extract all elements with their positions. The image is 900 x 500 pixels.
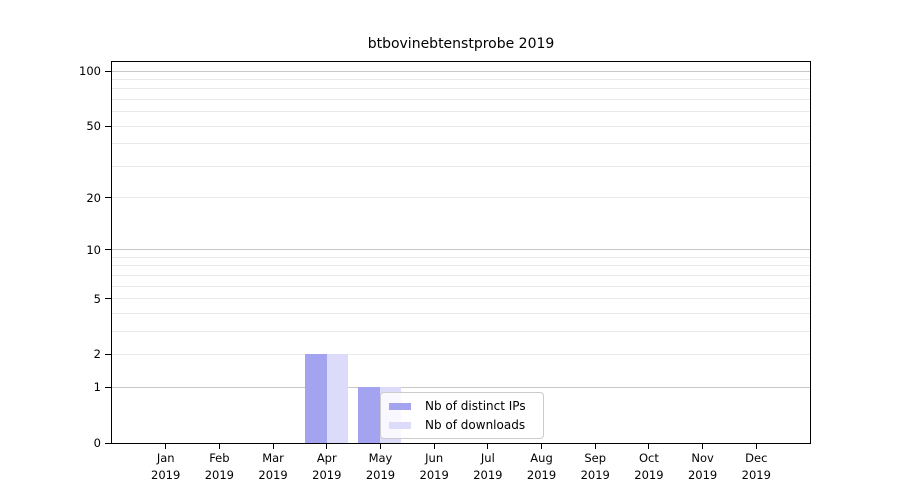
gridline-minor xyxy=(112,298,810,300)
gridline-minor xyxy=(112,197,810,199)
x-tick-year: 2019 xyxy=(204,467,235,482)
x-tick-year: 2019 xyxy=(419,467,449,482)
x-tick-year: 2019 xyxy=(258,467,288,482)
gridline-minor xyxy=(112,125,810,127)
legend-swatch-distinct-ips-icon xyxy=(389,402,411,410)
x-tick-mark xyxy=(218,444,220,449)
gridline-minor xyxy=(112,111,810,113)
x-tick-month: Mar xyxy=(262,451,284,465)
x-tick-label: Dec 2019 xyxy=(726,450,786,483)
x-tick-mark xyxy=(594,444,596,449)
legend-item-downloads: Nb of downloads xyxy=(389,417,535,433)
plot-area: Nb of distinct IPs Nb of downloads xyxy=(111,61,811,444)
x-tick-mark xyxy=(702,444,704,449)
x-tick-label: Feb 2019 xyxy=(189,450,249,483)
legend-label-downloads: Nb of downloads xyxy=(425,418,526,432)
legend: Nb of distinct IPs Nb of downloads xyxy=(380,392,544,439)
x-tick-month: Jun xyxy=(425,451,444,465)
y-tick-mark xyxy=(105,125,111,127)
legend-item-distinct-ips: Nb of distinct IPs xyxy=(389,398,535,414)
gridline-minor xyxy=(112,274,810,276)
x-tick-month: Aug xyxy=(530,451,553,465)
y-tick-label: 20 xyxy=(86,190,101,205)
x-tick-month: May xyxy=(368,451,393,465)
x-tick-label: Jun 2019 xyxy=(404,450,464,483)
x-tick-month: Sep xyxy=(584,451,607,465)
bar-distinct-ips-may xyxy=(358,387,381,443)
gridline-major xyxy=(112,70,810,72)
y-tick-label: 2 xyxy=(93,347,101,362)
y-tick-label: 5 xyxy=(93,291,101,306)
x-tick-mark xyxy=(755,444,757,449)
x-tick-mark xyxy=(326,444,328,449)
gridline-minor xyxy=(112,312,810,314)
x-tick-label: Nov 2019 xyxy=(673,450,733,483)
x-tick-year: 2019 xyxy=(365,467,396,482)
x-tick-label: May 2019 xyxy=(350,450,410,483)
x-tick-month: Apr xyxy=(316,451,337,465)
x-tick-mark xyxy=(433,444,435,449)
x-tick-label: Aug 2019 xyxy=(512,450,572,483)
x-tick-month: Jan xyxy=(156,451,175,465)
gridline-minor xyxy=(112,353,810,355)
x-tick-label: Jan 2019 xyxy=(136,450,196,483)
legend-swatch-downloads-icon xyxy=(389,421,411,429)
gridline-minor xyxy=(112,165,810,167)
x-tick-mark xyxy=(487,444,489,449)
y-tick-label: 0 xyxy=(93,436,101,450)
x-tick-year: 2019 xyxy=(526,467,557,482)
x-tick-year: 2019 xyxy=(312,467,342,482)
y-tick-mark xyxy=(105,386,111,388)
bar-downloads-apr xyxy=(326,354,348,443)
y-tick-label: 10 xyxy=(86,242,101,257)
y-tick-mark xyxy=(105,249,111,251)
x-tick-mark xyxy=(379,444,381,449)
x-tick-label: Jul 2019 xyxy=(458,450,518,483)
legend-label-distinct-ips: Nb of distinct IPs xyxy=(425,399,526,413)
gridline-minor xyxy=(112,143,810,145)
y-tick-mark xyxy=(105,70,111,72)
gridline-minor xyxy=(112,265,810,267)
x-tick-label: Oct 2019 xyxy=(619,450,679,483)
x-tick-mark xyxy=(272,444,274,449)
y-tick-mark xyxy=(105,298,111,300)
gridline-minor xyxy=(112,98,810,100)
y-tick-label: 50 xyxy=(86,119,101,134)
y-tick-mark xyxy=(105,353,111,355)
x-tick-month: Oct xyxy=(638,451,659,465)
x-tick-label: Sep 2019 xyxy=(565,450,625,483)
gridline-major xyxy=(112,386,810,388)
bar-distinct-ips-apr xyxy=(304,354,327,443)
y-tick-label: 1 xyxy=(93,380,101,395)
x-tick-year: 2019 xyxy=(687,467,718,482)
gridline-minor xyxy=(112,256,810,258)
y-tick-mark xyxy=(105,197,111,199)
x-tick-mark xyxy=(648,444,650,449)
chart-title: btbovinebtenstprobe 2019 xyxy=(367,36,555,52)
x-tick-label: Apr 2019 xyxy=(297,450,357,483)
x-tick-year: 2019 xyxy=(741,467,771,482)
x-tick-month: Feb xyxy=(209,451,230,465)
x-tick-year: 2019 xyxy=(151,467,181,482)
x-tick-month: Jul xyxy=(480,451,495,465)
gridline-minor xyxy=(112,88,810,90)
gridline-minor xyxy=(112,330,810,332)
y-tick-label: 100 xyxy=(79,64,101,79)
x-tick-year: 2019 xyxy=(580,467,610,482)
gridline-minor xyxy=(112,285,810,287)
x-tick-year: 2019 xyxy=(473,467,503,482)
x-tick-mark xyxy=(541,444,543,449)
y-tick-mark xyxy=(105,442,111,444)
x-tick-year: 2019 xyxy=(634,467,664,482)
x-tick-label: Mar 2019 xyxy=(243,450,303,483)
x-tick-month: Nov xyxy=(691,451,714,465)
x-tick-month: Dec xyxy=(745,451,768,465)
x-tick-mark xyxy=(165,444,167,449)
gridline-major xyxy=(112,249,810,251)
gridline-minor xyxy=(112,78,810,80)
